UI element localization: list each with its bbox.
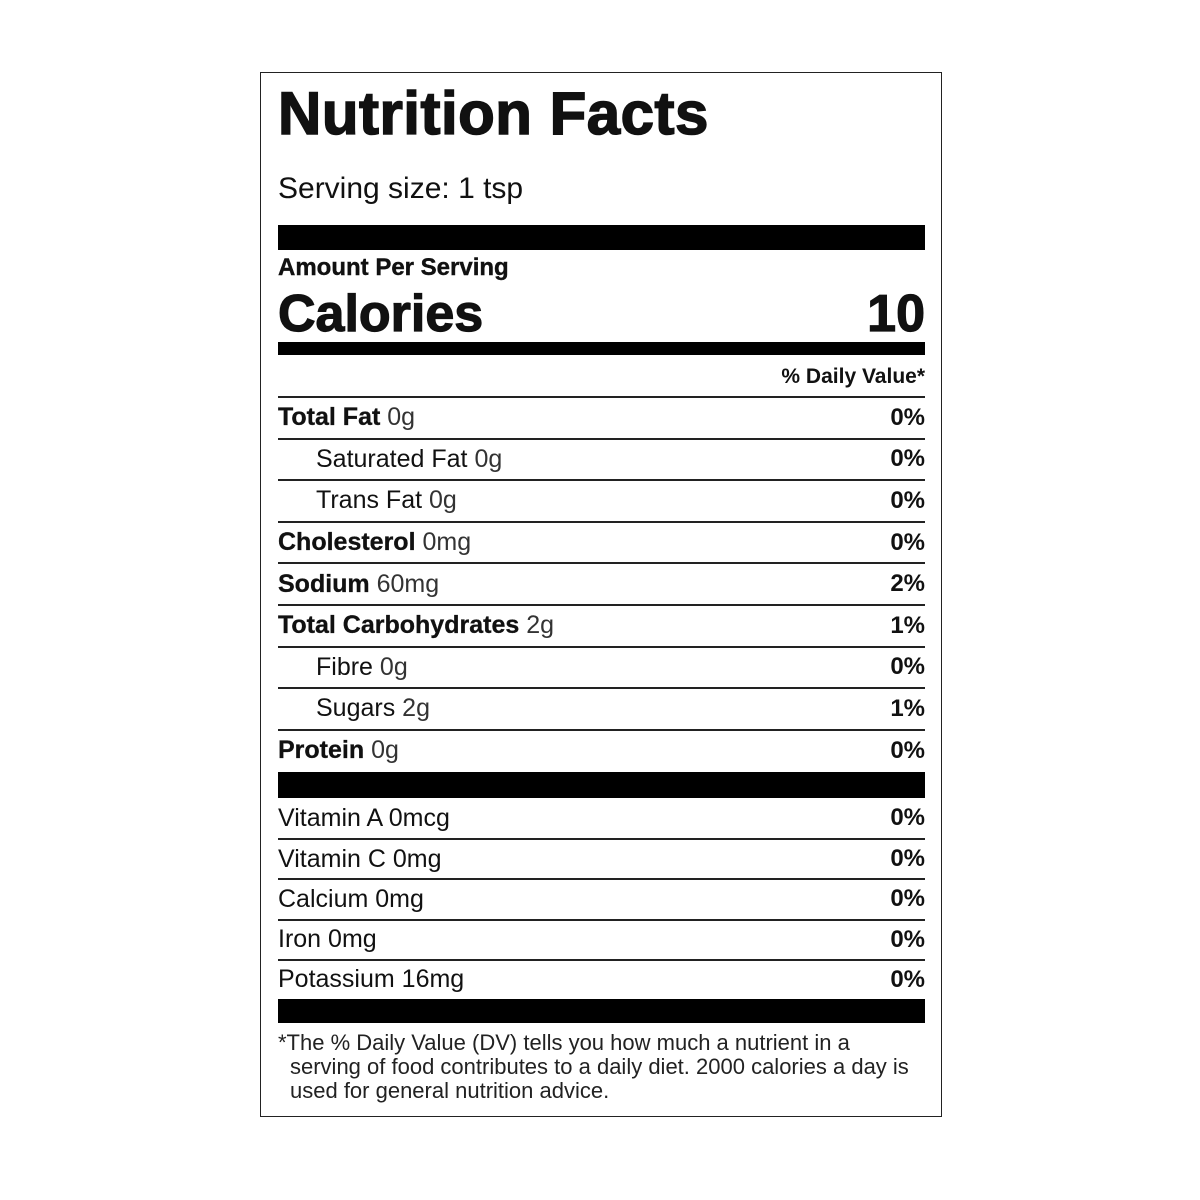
nutrient-row: Trans Fat 0g 0% [278, 479, 925, 521]
nutrient-row: Saturated Fat 0g 0% [278, 437, 925, 480]
daily-value: 0% [890, 885, 925, 913]
vitamin-name: Vitamin A [278, 803, 382, 832]
nutrient-amount: 0g [379, 652, 408, 681]
nutrient-name: Total Carbohydrates [278, 611, 520, 640]
daily-value: 0% [890, 736, 925, 764]
thick-rule [278, 999, 925, 1023]
daily-value: 0% [890, 403, 925, 431]
nutrient-name: Total Fat [278, 403, 381, 432]
nutrient-row: Sodium 60mg 2% [278, 562, 925, 604]
amount-per-serving: Amount Per Serving [278, 254, 509, 281]
daily-value: 0% [890, 445, 925, 473]
medium-rule [278, 342, 925, 355]
nutrient-row: Sugars 2g 1% [278, 687, 925, 729]
nutrient-row: Total Carbohydrates 2g 1% [278, 603, 925, 646]
calories-row: Calories 10 [277, 282, 926, 346]
nutrient-name: Protein [278, 736, 365, 765]
daily-value: 1% [890, 611, 925, 639]
nutrient-amount: 0g [387, 403, 416, 432]
nutrient-row: Total Fat 0g 0% [278, 396, 925, 438]
nutrient-name: Sugars [316, 694, 396, 723]
nutrient-name: Fibre [316, 652, 373, 681]
vitamin-name: Iron [278, 925, 322, 954]
vitamin-rows: Vitamin A 0mcg 0% Vitamin C 0mg 0% Calcium… [278, 798, 925, 999]
vitamin-name: Potassium [278, 965, 395, 994]
daily-value: 0% [890, 845, 925, 873]
daily-value: 2% [890, 570, 925, 598]
nutrient-row: Protein 0g 0% [278, 728, 925, 771]
nutrient-name: Sodium [278, 569, 370, 598]
daily-value: 0% [890, 925, 925, 953]
nutrient-row: Fibre 0g 0% [278, 645, 925, 688]
vitamin-row: Iron 0mg 0% [278, 918, 925, 959]
nutrient-amount: 0g [371, 736, 399, 765]
vitamin-row: Vitamin A 0mcg 0% [278, 798, 925, 838]
vitamin-amount: 0mg [392, 844, 442, 873]
vitamin-amount: 0mg [328, 925, 377, 954]
daily-value-header: % Daily Value* [781, 365, 925, 388]
nutrient-name: Saturated Fat [316, 444, 468, 473]
daily-value: 1% [890, 694, 925, 722]
daily-value: 0% [890, 653, 925, 681]
nutrient-row: Cholesterol 0mg 0% [278, 520, 925, 563]
nutrient-name: Cholesterol [278, 528, 416, 557]
nutrient-rows: Total Fat 0g 0% Saturated Fat 0g 0% Trans … [278, 396, 925, 772]
calories-value: 10 [867, 284, 926, 343]
nutrient-amount: 60mg [376, 569, 440, 598]
vitamin-name: Vitamin C [278, 844, 386, 873]
nutrient-amount: 0g [474, 444, 503, 473]
calories-label: Calories [277, 284, 484, 343]
daily-value: 0% [890, 528, 925, 556]
nutrient-amount: 0g [429, 486, 457, 515]
title: Nutrition Facts [277, 79, 709, 148]
nutrient-amount: 2g [402, 694, 430, 723]
vitamin-amount: 0mcg [388, 803, 450, 832]
footnote: *The % Daily Value (DV) tells you how mu… [278, 1030, 909, 1103]
daily-value: 0% [890, 804, 925, 832]
thick-rule [278, 772, 925, 798]
thick-rule [278, 225, 925, 250]
vitamin-row: Vitamin C 0mg 0% [278, 838, 925, 878]
vitamin-amount: 16mg [401, 965, 465, 994]
vitamin-row: Calcium 0mg 0% [278, 878, 925, 918]
nutrient-name: Trans Fat [316, 486, 423, 515]
vitamin-amount: 0mg [375, 884, 424, 913]
vitamin-name: Calcium [278, 884, 369, 913]
nutrition-label: Nutrition Facts Serving size: 1 tsp Amou… [260, 72, 942, 1117]
daily-value: 0% [890, 965, 925, 993]
serving-size: Serving size: 1 tsp [278, 172, 524, 205]
nutrient-amount: 0mg [422, 528, 472, 557]
daily-value: 0% [890, 486, 925, 514]
vitamin-row: Potassium 16mg 0% [278, 958, 925, 999]
nutrient-amount: 2g [526, 611, 555, 640]
